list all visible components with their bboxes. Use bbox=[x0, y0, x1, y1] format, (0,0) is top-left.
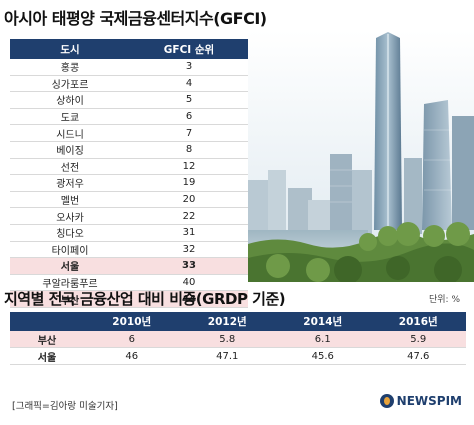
table-row: 칭다오 31 bbox=[10, 224, 248, 242]
city-cell: 선전 bbox=[10, 158, 130, 176]
region-cell: 서울 bbox=[10, 347, 84, 365]
city-cell: 싱가포르 bbox=[10, 75, 130, 93]
table-row: 상하이 5 bbox=[10, 91, 248, 109]
rank-cell: 44 bbox=[130, 290, 248, 308]
value-cell: 6.1 bbox=[275, 331, 371, 348]
city-cell: 부산 bbox=[10, 290, 130, 308]
city-cell: 서울 bbox=[10, 257, 130, 275]
unit-label: 단위: % bbox=[428, 295, 460, 305]
rank-cell: 31 bbox=[130, 224, 248, 242]
header-city: 도시 bbox=[10, 39, 130, 59]
graphic-credit: [그래픽=김아랑 미술기자] bbox=[12, 401, 118, 412]
table-row: 쿠알라룸푸르 40 bbox=[10, 274, 248, 292]
grdp-header-row: 2010년 2012년 2014년 2016년 bbox=[10, 312, 466, 331]
city-cell: 쿠알라룸푸르 bbox=[10, 274, 130, 292]
table-row: 부산 44 bbox=[10, 290, 248, 308]
rank-cell: 4 bbox=[130, 75, 248, 93]
grdp-body: 부산 6 5.8 6.1 5.9 서울 46 47.1 45.6 47.6 bbox=[10, 331, 466, 365]
grdp-header-2012: 2012년 bbox=[179, 312, 275, 331]
gfci-title: 아시아 태평양 국제금융센터지수(GFCI) bbox=[4, 9, 267, 28]
grdp-header-2014: 2014년 bbox=[275, 312, 371, 331]
gfci-rank-table: 도시 GFCI 순위 홍콩 3 싱가포르 4 상하이 5 도쿄 6 시드니 7 베이징 8 선전 12 광저… bbox=[10, 39, 248, 308]
grdp-header-2016: 2016년 bbox=[370, 312, 466, 331]
table-row: 서울 33 bbox=[10, 257, 248, 275]
gfci-header-row: 도시 GFCI 순위 bbox=[10, 39, 248, 59]
rank-cell: 19 bbox=[130, 174, 248, 192]
table-row: 부산 6 5.8 6.1 5.9 bbox=[10, 331, 466, 348]
value-cell: 5.8 bbox=[179, 331, 275, 348]
grdp-title: 지역별 전국 금융산업 대비 비중(GRDP 기준) bbox=[4, 290, 286, 308]
table-row: 서울 46 47.1 45.6 47.6 bbox=[10, 347, 466, 365]
value-cell: 46 bbox=[84, 347, 180, 365]
value-cell: 45.6 bbox=[275, 347, 371, 365]
table-row: 베이징 8 bbox=[10, 141, 248, 159]
rank-cell: 33 bbox=[130, 257, 248, 275]
city-cell: 광저우 bbox=[10, 174, 130, 192]
table-row: 싱가포르 4 bbox=[10, 75, 248, 93]
rank-cell: 20 bbox=[130, 191, 248, 209]
city-cell: 도쿄 bbox=[10, 108, 130, 126]
grdp-header-blank bbox=[10, 312, 84, 331]
table-row: 광저우 19 bbox=[10, 174, 248, 192]
newspim-logo: NEWSPIM bbox=[379, 394, 462, 408]
table-row: 타이페이 32 bbox=[10, 241, 248, 259]
table-row: 도쿄 6 bbox=[10, 108, 248, 126]
rank-cell: 40 bbox=[130, 274, 248, 292]
table-row: 홍콩 3 bbox=[10, 59, 248, 76]
rank-cell: 3 bbox=[130, 59, 248, 76]
rank-cell: 5 bbox=[130, 91, 248, 109]
city-cell: 오사카 bbox=[10, 207, 130, 225]
value-cell: 47.1 bbox=[179, 347, 275, 365]
value-cell: 6 bbox=[84, 331, 180, 348]
rank-cell: 8 bbox=[130, 141, 248, 159]
city-cell: 타이페이 bbox=[10, 241, 130, 259]
city-cell: 홍콩 bbox=[10, 59, 130, 76]
rank-cell: 6 bbox=[130, 108, 248, 126]
city-skyline-photo bbox=[248, 30, 474, 282]
rank-cell: 7 bbox=[130, 124, 248, 142]
rank-cell: 32 bbox=[130, 241, 248, 259]
value-cell: 5.9 bbox=[370, 331, 466, 348]
table-row: 시드니 7 bbox=[10, 124, 248, 142]
grdp-header-2010: 2010년 bbox=[84, 312, 180, 331]
table-row: 선전 12 bbox=[10, 158, 248, 176]
city-cell: 베이징 bbox=[10, 141, 130, 159]
value-cell: 47.6 bbox=[370, 347, 466, 365]
newspim-logo-text: NEWSPIM bbox=[396, 394, 462, 408]
city-cell: 상하이 bbox=[10, 91, 130, 109]
rank-cell: 22 bbox=[130, 207, 248, 225]
rank-cell: 12 bbox=[130, 158, 248, 176]
grdp-table: 2010년 2012년 2014년 2016년 부산 6 5.8 6.1 5.9 서울 46… bbox=[10, 312, 466, 365]
gfci-rank-body: 홍콩 3 싱가포르 4 상하이 5 도쿄 6 시드니 7 베이징 8 선전 12 광저우 19 멜번 20 오사카 2… bbox=[10, 59, 248, 308]
skyline-illustration bbox=[248, 30, 474, 282]
city-cell: 칭다오 bbox=[10, 224, 130, 242]
table-row: 멜번 20 bbox=[10, 191, 248, 209]
region-cell: 부산 bbox=[10, 331, 84, 348]
city-cell: 멜번 bbox=[10, 191, 130, 209]
city-cell: 시드니 bbox=[10, 124, 130, 142]
header-rank: GFCI 순위 bbox=[130, 39, 248, 59]
table-row: 오사카 22 bbox=[10, 207, 248, 225]
newspim-logo-icon bbox=[379, 394, 394, 408]
